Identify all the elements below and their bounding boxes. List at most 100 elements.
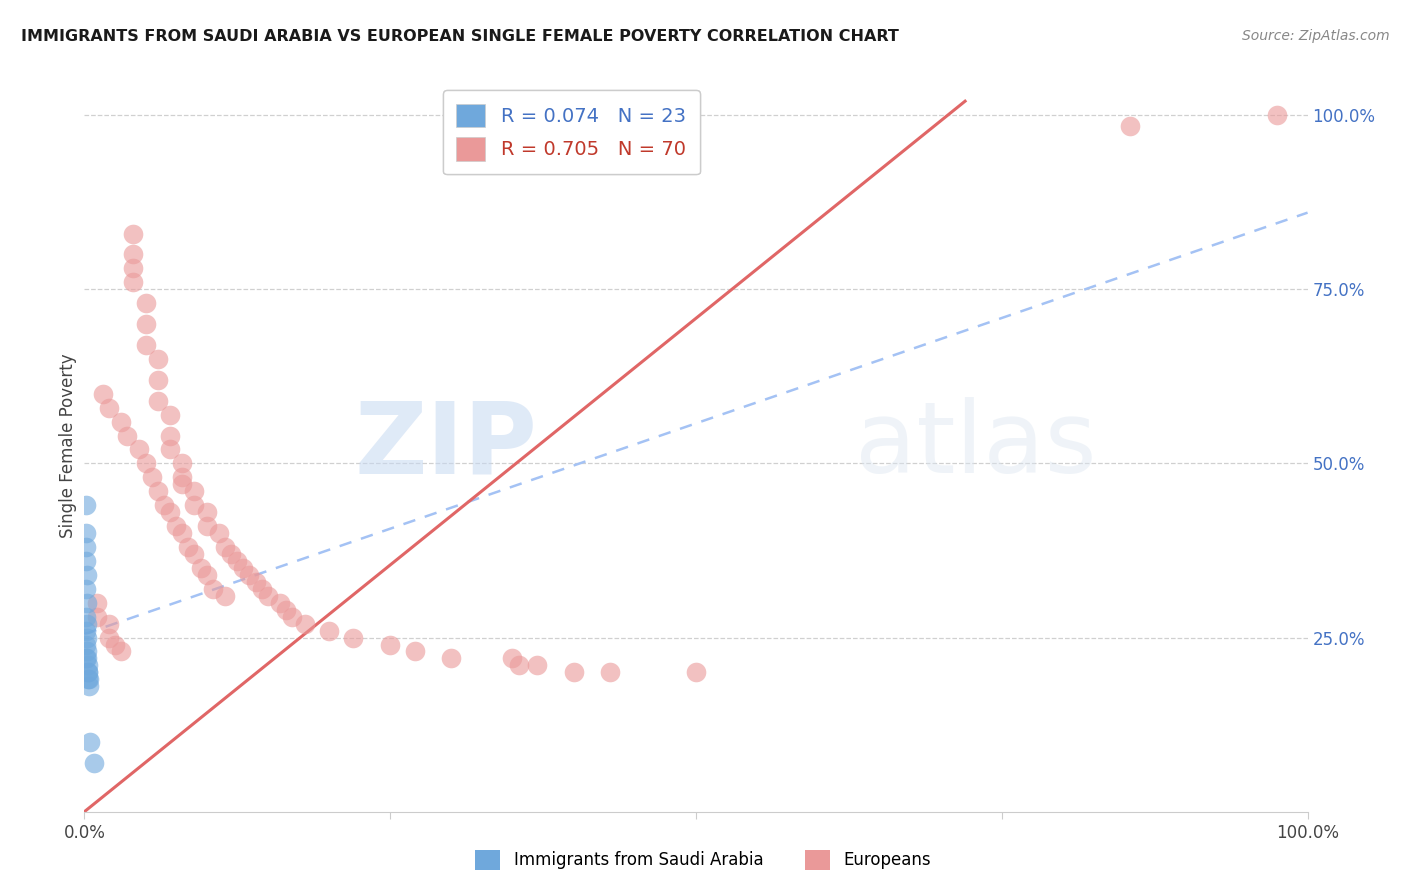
Point [86,609,108,624]
Point [97,631,120,645]
Point [146,484,169,499]
Point [172,457,194,471]
Point [75,498,97,512]
Point [110,644,132,658]
Text: IMMIGRANTS FROM SAUDI ARABIA VS EUROPEAN SINGLE FEMALE POVERTY CORRELATION CHART: IMMIGRANTS FROM SAUDI ARABIA VS EUROPEAN… [21,29,898,44]
Point [146,351,169,366]
Point [281,609,304,624]
Point [75,554,97,568]
Point [502,651,524,665]
Point [238,567,260,582]
Point [172,477,194,491]
Point [183,484,205,499]
Point [404,644,426,658]
Point [159,408,181,422]
Point [122,275,145,289]
Point [526,658,548,673]
Point [76,631,98,645]
Point [214,540,236,554]
Point [208,526,231,541]
Point [190,561,212,575]
Point [318,624,340,638]
Point [135,457,157,471]
Point [76,596,98,610]
Point [1265,108,1288,122]
Point [77,673,100,687]
Point [380,638,402,652]
Point [250,582,273,596]
Point [76,644,98,658]
Point [135,296,157,310]
Point [135,317,157,331]
Point [97,401,120,415]
Point [177,540,200,554]
Point [685,665,707,680]
Y-axis label: Single Female Poverty: Single Female Poverty [59,354,77,538]
Point [135,338,157,352]
Point [115,428,138,442]
Point [159,505,181,519]
Point [183,547,205,561]
Point [75,651,97,665]
Point [110,415,132,429]
Point [122,247,145,261]
Point [122,261,145,276]
Point [97,616,120,631]
Point [226,554,249,568]
Point [83,756,105,770]
Point [172,470,194,484]
Point [219,547,242,561]
Point [245,574,267,589]
Point [159,442,181,457]
Point [75,526,97,541]
Point [165,519,187,533]
Point [146,393,169,408]
Point [294,616,316,631]
Point [128,442,150,457]
Point [342,631,364,645]
Point [75,624,97,638]
Point [201,582,224,596]
Point [172,526,194,541]
Point [77,679,100,693]
Point [75,540,97,554]
Point [76,616,98,631]
Point [77,673,100,687]
Point [269,596,291,610]
Point [122,227,145,241]
Point [276,603,298,617]
Point [75,582,97,596]
Point [79,735,101,749]
Point [195,567,218,582]
Point [195,505,218,519]
Point [76,567,98,582]
Legend: R = 0.074   N = 23, R = 0.705   N = 70: R = 0.074 N = 23, R = 0.705 N = 70 [443,90,700,175]
Text: atlas: atlas [855,398,1097,494]
Point [508,658,530,673]
Point [91,386,114,401]
Point [77,665,100,680]
Point [159,428,181,442]
Point [195,519,218,533]
Point [562,665,585,680]
Point [146,373,169,387]
Point [75,638,97,652]
Text: ZIP: ZIP [354,398,537,494]
Point [104,638,127,652]
Point [257,589,280,603]
Point [232,561,254,575]
Point [183,498,205,512]
Point [76,651,98,665]
Legend: Immigrants from Saudi Arabia, Europeans: Immigrants from Saudi Arabia, Europeans [468,843,938,877]
Point [86,596,108,610]
Point [77,658,100,673]
Point [440,651,463,665]
Point [141,470,163,484]
Point [1119,119,1142,133]
Point [77,665,100,680]
Point [599,665,621,680]
Point [153,498,176,512]
Point [75,609,97,624]
Point [214,589,236,603]
Text: Source: ZipAtlas.com: Source: ZipAtlas.com [1241,29,1389,43]
